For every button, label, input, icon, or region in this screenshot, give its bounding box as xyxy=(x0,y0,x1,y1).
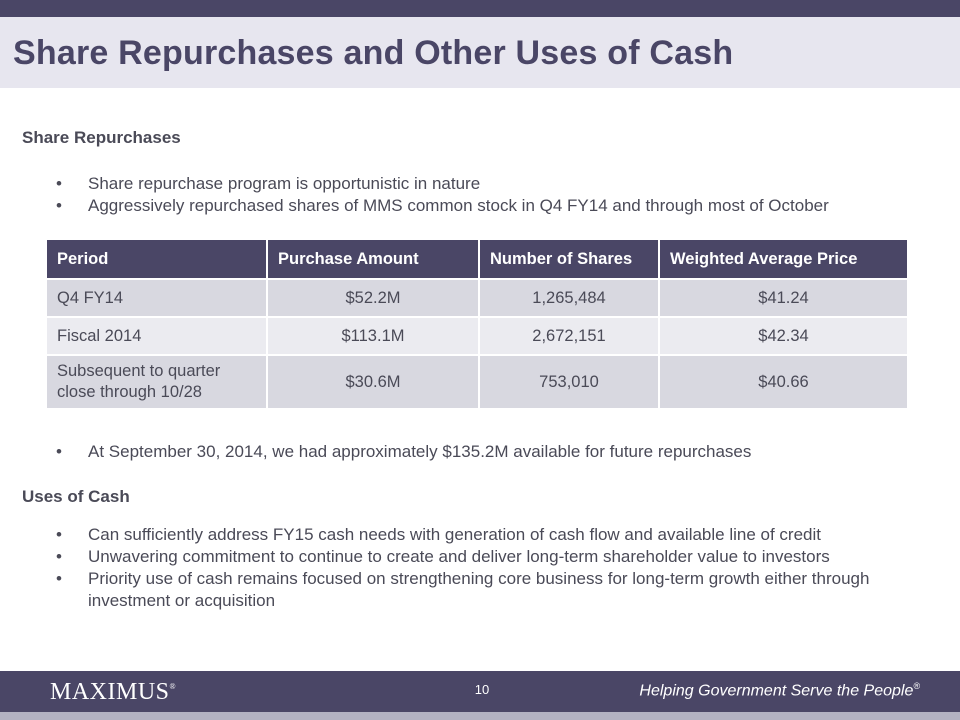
list-item: • Share repurchase program is opportunist… xyxy=(56,174,481,193)
list-item: • Priority use of cash remains focused on… xyxy=(56,569,870,610)
available-repurchase-bullet: • At September 30, 2014, we had approxima… xyxy=(56,441,936,463)
column-header-purchase-amount: Purchase Amount xyxy=(267,240,480,280)
table-row: Q4 FY14 $52.2M 1,265,484 $41.24 xyxy=(47,279,909,318)
footer-strip xyxy=(0,712,960,720)
top-accent-bar xyxy=(0,0,960,17)
purchase-amount-cell: $113.1M xyxy=(267,317,480,356)
number-of-shares-cell: 753,010 xyxy=(479,355,660,410)
bullet-icon: • xyxy=(56,547,62,566)
bullet-icon: • xyxy=(56,569,62,588)
number-of-shares-cell: 1,265,484 xyxy=(479,279,660,318)
list-item: • Aggressively repurchased shares of MMS … xyxy=(56,196,829,215)
column-header-number-of-shares: Number of Shares xyxy=(479,240,660,280)
period-cell: Fiscal 2014 xyxy=(47,317,268,356)
bullet-icon: • xyxy=(56,196,62,215)
table-header-row: Period Purchase Amount Number of Shares … xyxy=(47,240,909,280)
number-of-shares-cell: 2,672,151 xyxy=(479,317,660,356)
share-repurchases-heading: Share Repurchases xyxy=(22,128,181,147)
page-number: 10 xyxy=(474,682,490,697)
table-row: Subsequent to quarter close through 10/2… xyxy=(47,355,909,410)
purchase-amount-cell: $52.2M xyxy=(267,279,480,318)
bullet-icon: • xyxy=(56,442,62,461)
registered-mark: ® xyxy=(169,682,177,691)
uses-of-cash-bullets: • Can sufficiently address FY15 cash need… xyxy=(56,524,936,612)
period-cell: Q4 FY14 xyxy=(47,279,268,318)
average-price-cell: $40.66 xyxy=(659,355,909,410)
average-price-cell: $42.34 xyxy=(659,317,909,356)
column-header-period: Period xyxy=(47,240,268,280)
list-item: • Unwavering commitment to continue to cr… xyxy=(56,547,830,566)
footer-bar xyxy=(0,671,960,712)
list-item: • At September 30, 2014, we had approxima… xyxy=(56,442,752,461)
column-header-weighted-average-price: Weighted Average Price xyxy=(659,240,909,280)
table-row: Fiscal 2014 $113.1M 2,672,151 $42.34 xyxy=(47,317,909,356)
bullet-icon: • xyxy=(56,525,62,544)
repurchases-table: Period Purchase Amount Number of Shares … xyxy=(47,240,909,410)
period-cell: Subsequent to quarter close through 10/2… xyxy=(47,355,268,410)
title-band xyxy=(0,17,960,88)
share-repurchases-bullets: • Share repurchase program is opportunist… xyxy=(56,173,936,217)
maximus-logo: MAXIMUS® xyxy=(50,679,177,705)
tagline: Helping Government Serve the People® xyxy=(639,681,920,700)
uses-of-cash-heading: Uses of Cash xyxy=(22,487,130,506)
registered-mark: ® xyxy=(913,681,920,691)
list-item: • Can sufficiently address FY15 cash need… xyxy=(56,525,822,544)
average-price-cell: $41.24 xyxy=(659,279,909,318)
purchase-amount-cell: $30.6M xyxy=(267,355,480,410)
bullet-icon: • xyxy=(56,174,62,193)
slide-title: Share Repurchases and Other Uses of Cash xyxy=(13,34,734,72)
